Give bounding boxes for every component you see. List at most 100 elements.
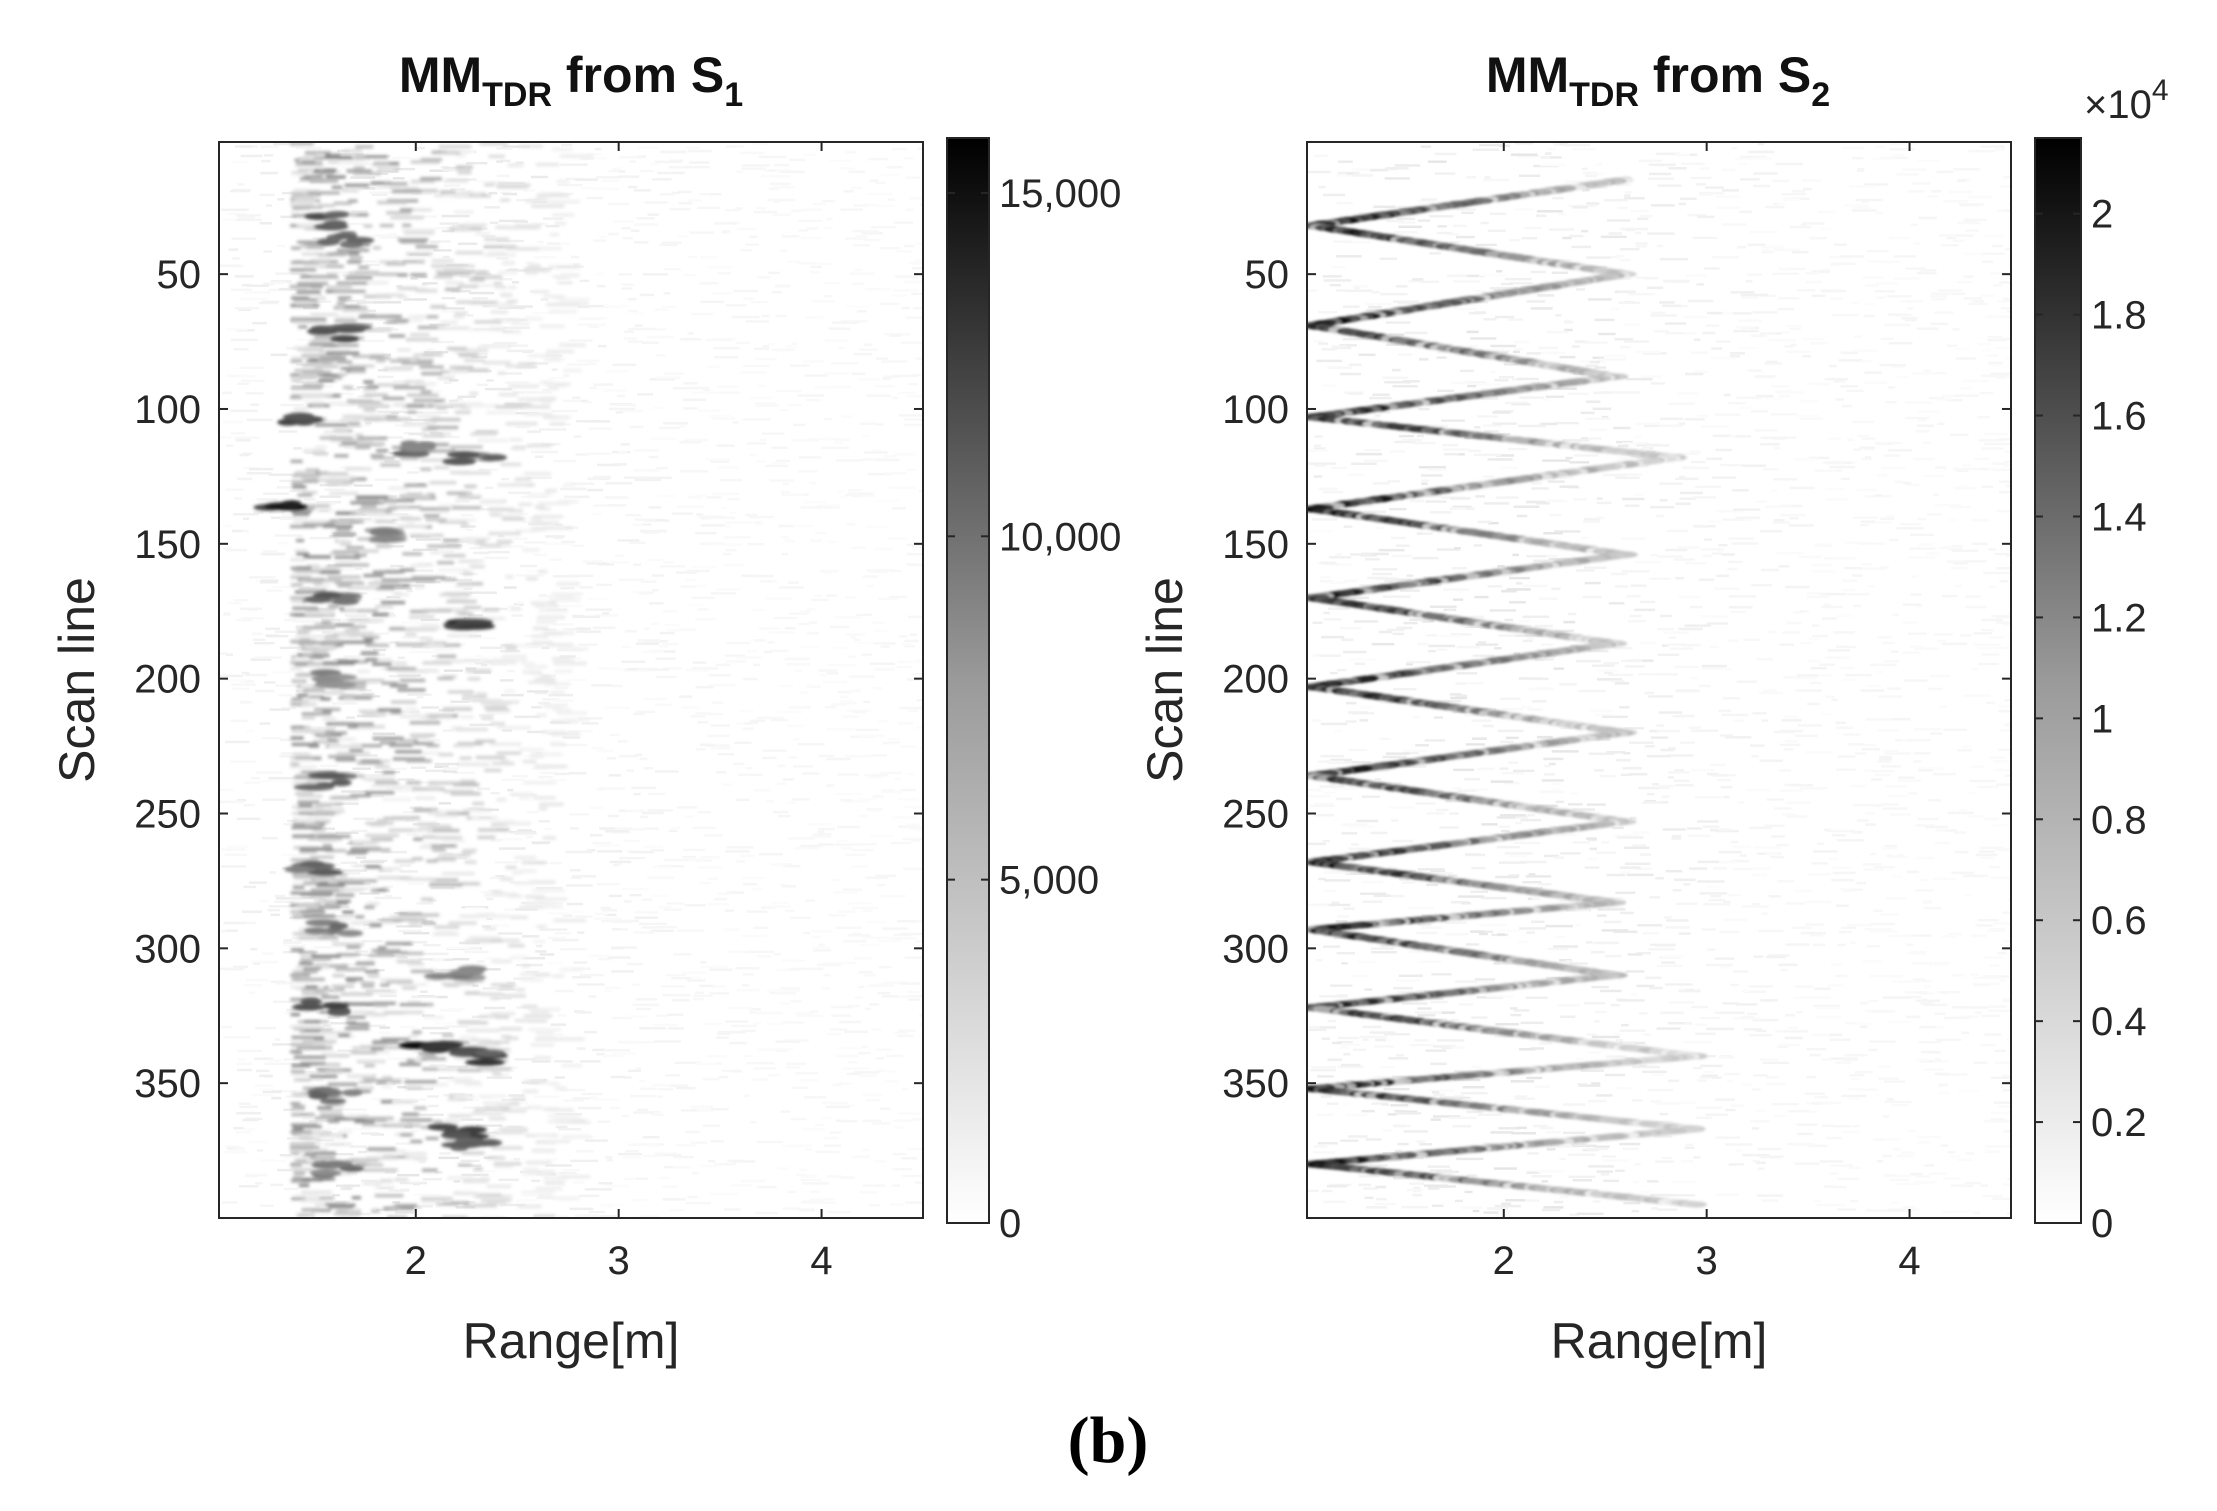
heatmap-cell <box>824 226 833 230</box>
heatmap-cell <box>732 762 744 766</box>
heatmap-cell <box>376 170 399 173</box>
heatmap-cell <box>880 894 906 898</box>
heatmap-cell <box>497 181 525 185</box>
heatmap-cell <box>319 155 353 160</box>
heatmap-cell <box>1859 523 1869 527</box>
heatmap-cell <box>361 1132 380 1135</box>
heatmap-cell <box>852 711 867 714</box>
heatmap-cell <box>1998 748 2011 752</box>
heatmap-cell <box>430 305 446 309</box>
heatmap-cell <box>386 328 399 331</box>
heatmap-cell <box>334 580 362 585</box>
heatmap-cell <box>373 301 402 304</box>
heatmap-cell <box>309 566 342 571</box>
heatmap-cell <box>739 151 765 155</box>
heatmap-cell <box>730 511 737 514</box>
heatmap-cell <box>386 1121 407 1125</box>
heatmap-cell <box>613 220 634 223</box>
heatmap-cell <box>675 1086 696 1090</box>
heatmap-cell <box>612 363 637 367</box>
heatmap-cell <box>304 401 314 405</box>
heatmap-cell <box>347 1114 359 1118</box>
heatmap-cell <box>381 1037 410 1041</box>
heatmap-cell <box>379 223 394 228</box>
heatmap-cell <box>256 1069 270 1073</box>
heatmap-cell <box>579 317 608 320</box>
heatmap-cell <box>511 322 530 326</box>
heatmap-cell <box>367 795 385 798</box>
heatmap-cell <box>919 746 923 750</box>
heatmap-cell <box>1657 964 1683 968</box>
heatmap-cell <box>293 1125 322 1129</box>
heatmap-cell <box>315 296 326 300</box>
heatmap-cell <box>399 870 418 873</box>
heatmap-cell <box>499 985 514 990</box>
heatmap-cell <box>292 752 311 756</box>
heatmap-cell <box>1737 319 1762 322</box>
heatmap-cell <box>557 631 573 635</box>
heatmap-cell <box>226 328 248 331</box>
heatmap-cell <box>1910 575 1918 578</box>
heatmap-cell <box>1308 462 1337 465</box>
heatmap-cell <box>555 1113 582 1116</box>
heatmap-cell <box>748 515 775 519</box>
heatmap-cell <box>618 273 633 276</box>
heatmap-cell <box>342 869 367 872</box>
heatmap-cell <box>243 1128 256 1131</box>
heatmap-cell <box>404 494 431 498</box>
heatmap-cell <box>559 1088 586 1092</box>
heatmap-cell <box>1513 505 1540 509</box>
heatmap-cell <box>534 505 546 509</box>
heatmap-cell <box>484 1106 510 1110</box>
heatmap-cell <box>862 1119 882 1123</box>
heatmap-cell <box>667 629 681 632</box>
heatmap-cell <box>781 1021 805 1024</box>
heatmap-cell <box>354 155 388 159</box>
heatmap-cell <box>301 770 312 774</box>
heatmap-cell <box>1980 391 1994 395</box>
heatmap-cell <box>309 1119 329 1123</box>
heatmap-cell <box>354 950 369 953</box>
heatmap-cell <box>476 960 485 963</box>
heatmap-cell <box>767 198 796 202</box>
heatmap-cell <box>388 1189 410 1192</box>
heatmap-cell <box>900 745 917 748</box>
heatmap-cell <box>319 356 346 360</box>
heatmap-cell <box>390 545 404 548</box>
heatmap-cell <box>231 683 257 686</box>
heatmap-cell <box>893 374 919 378</box>
heatmap-cell <box>775 1040 801 1043</box>
heatmap-cell <box>544 1181 565 1185</box>
heatmap-cell <box>301 712 332 716</box>
heatmap-cell <box>726 846 754 849</box>
heatmap-cell <box>442 1033 454 1037</box>
heatmap-cell <box>607 814 619 818</box>
heatmap-cell <box>505 865 517 870</box>
heatmap-cell <box>729 1041 747 1045</box>
heatmap-cell <box>309 1074 338 1078</box>
heatmap-cell <box>766 799 774 803</box>
heatmap-cell <box>297 800 320 804</box>
heatmap-cell <box>845 493 852 496</box>
heatmap-cell <box>313 318 327 322</box>
heatmap-cell <box>633 712 645 716</box>
heatmap-cell <box>623 839 640 843</box>
heatmap-cell <box>404 877 436 881</box>
heatmap-cell <box>733 289 759 293</box>
heatmap-cell <box>297 168 313 172</box>
heatmap-cell <box>886 1054 904 1058</box>
heatmap-cell <box>344 886 377 890</box>
heatmap-cell <box>222 613 231 617</box>
heatmap-cell <box>791 1086 808 1090</box>
heatmap-cell <box>458 1035 478 1040</box>
heatmap-cell <box>236 477 253 481</box>
heatmap-cell <box>528 880 556 884</box>
heatmap-cell <box>537 1133 552 1137</box>
heatmap-cell <box>362 1181 382 1185</box>
heatmap-cell <box>1955 357 1969 360</box>
heatmap-cell <box>853 957 872 960</box>
heatmap-cell <box>683 273 696 277</box>
heatmap-cell <box>339 1108 367 1111</box>
heatmap-cell <box>344 322 373 326</box>
heatmap-cell <box>843 190 854 193</box>
